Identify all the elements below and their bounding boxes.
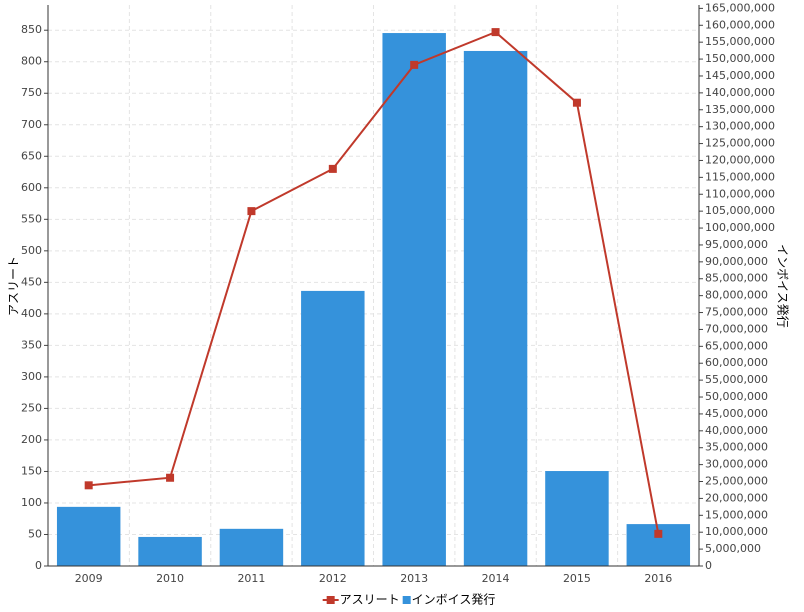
- y2-tick-label: 120,000,000: [705, 153, 775, 166]
- y-axis-title: アスリート: [7, 256, 21, 316]
- point: [491, 28, 500, 37]
- y2-tick-label: 105,000,000: [705, 204, 775, 217]
- legend: アスリート インボイス発行: [322, 593, 496, 607]
- y2-tick-label: 125,000,000: [705, 137, 775, 150]
- point: [654, 529, 663, 538]
- y2-tick-label: 140,000,000: [705, 86, 775, 99]
- y-tick-label: 300: [21, 370, 42, 383]
- y-tick-label: 350: [21, 338, 42, 351]
- point: [572, 98, 581, 107]
- y2-tick-label: 40,000,000: [705, 424, 768, 437]
- y-tick-label: 850: [21, 23, 42, 36]
- y-tick-label: 750: [21, 86, 42, 99]
- y2-tick-label: 15,000,000: [705, 508, 768, 521]
- y2-tick-label: 30,000,000: [705, 458, 768, 471]
- y2-tick-label: 115,000,000: [705, 170, 775, 183]
- x-tick-label: 2015: [563, 572, 591, 585]
- legend-label: アスリート: [340, 593, 400, 607]
- y2-axis-title: インボイス発行: [776, 244, 790, 328]
- bar: [382, 33, 446, 567]
- y-tick-label: 450: [21, 275, 42, 288]
- y-tick-label: 0: [35, 559, 42, 572]
- y2-tick-label: 110,000,000: [705, 187, 775, 200]
- x-tick-label: 2011: [237, 572, 265, 585]
- legend-label: インボイス発行: [412, 593, 496, 607]
- bar: [56, 506, 121, 566]
- y2-tick-label: 65,000,000: [705, 339, 768, 352]
- x-tick-label: 2012: [319, 572, 347, 585]
- y2-tick-label: 135,000,000: [705, 103, 775, 116]
- y-tick-label: 100: [21, 496, 42, 509]
- y2-tick-label: 150,000,000: [705, 52, 775, 65]
- point: [328, 164, 337, 173]
- y2-tick-label: 10,000,000: [705, 525, 768, 538]
- y-tick-label: 250: [21, 401, 42, 414]
- x-tick-label: 2009: [75, 572, 103, 585]
- y2-tick-label: 50,000,000: [705, 390, 768, 403]
- point: [166, 473, 175, 482]
- point: [410, 60, 419, 69]
- y2-tick-label: 85,000,000: [705, 272, 768, 285]
- bar: [301, 290, 365, 566]
- y-tick-label: 50: [28, 527, 42, 540]
- y2-tick-label: 35,000,000: [705, 441, 768, 454]
- point: [247, 207, 256, 216]
- x-tick-label: 2013: [400, 572, 428, 585]
- bar: [545, 471, 609, 566]
- y2-tick-label: 60,000,000: [705, 356, 768, 369]
- y2-tick-label: 90,000,000: [705, 255, 768, 268]
- point: [84, 481, 93, 490]
- y2-tick-label: 95,000,000: [705, 238, 768, 251]
- y2-tick-label: 100,000,000: [705, 221, 775, 234]
- y-tick-label: 550: [21, 212, 42, 225]
- y-tick-label: 150: [21, 464, 42, 477]
- y2-tick-label: 160,000,000: [705, 18, 775, 31]
- y-tick-label: 600: [21, 181, 42, 194]
- bar: [138, 536, 202, 566]
- y2-tick-label: 55,000,000: [705, 373, 768, 386]
- legend-marker: [402, 596, 411, 604]
- legend-marker: [326, 596, 335, 604]
- x-tick-label: 2010: [156, 572, 184, 585]
- y2-tick-label: 0: [705, 559, 712, 572]
- y2-tick-label: 75,000,000: [705, 306, 768, 319]
- y2-tick-label: 165,000,000: [705, 1, 775, 14]
- y2-tick-label: 145,000,000: [705, 69, 775, 82]
- line: [88, 30, 660, 535]
- bar: [219, 528, 284, 566]
- y2-tick-label: 5,000,000: [705, 542, 761, 555]
- y-tick-label: 400: [21, 307, 42, 320]
- x-tick-label: 2016: [644, 572, 672, 585]
- y-tick-label: 700: [21, 118, 42, 131]
- y-tick-label: 650: [21, 149, 42, 162]
- y-tick-label: 200: [21, 433, 42, 446]
- y2-tick-label: 45,000,000: [705, 407, 768, 420]
- y2-tick-label: 70,000,000: [705, 322, 768, 335]
- y-tick-label: 500: [21, 244, 42, 257]
- bar: [463, 50, 528, 567]
- x-tick-label: 2014: [482, 572, 510, 585]
- y2-tick-label: 155,000,000: [705, 35, 775, 48]
- y2-tick-label: 80,000,000: [705, 289, 768, 302]
- y2-tick-label: 130,000,000: [705, 120, 775, 133]
- y2-tick-label: 25,000,000: [705, 475, 768, 488]
- y2-tick-label: 20,000,000: [705, 491, 768, 504]
- y-tick-label: 800: [21, 55, 42, 68]
